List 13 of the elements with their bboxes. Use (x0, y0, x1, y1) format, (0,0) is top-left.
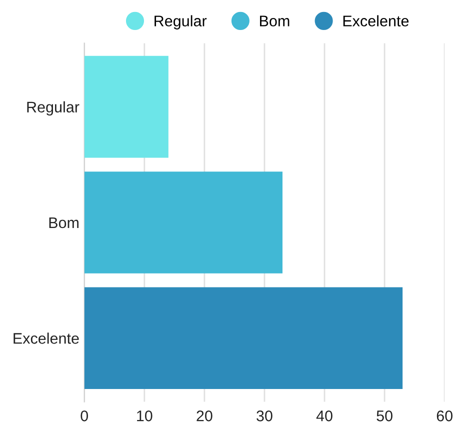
x-tick-label: 0 (80, 410, 88, 422)
y-tick-label: Excelente (14, 332, 79, 344)
legend-label: Regular (154, 15, 207, 30)
x-tick-label: 30 (256, 410, 272, 422)
legend-label: Bom (260, 16, 290, 26)
y-tick-label: Bom (49, 218, 78, 228)
x-tick-label: 40 (316, 410, 332, 422)
x-tick-label: 60 (436, 410, 452, 422)
x-tick-label: 50 (376, 410, 392, 422)
legend-label: Excelente (343, 15, 409, 26)
y-tick-label: Regular (27, 101, 80, 116)
x-tick-label: 10 (137, 410, 152, 422)
x-tick-label: 20 (196, 410, 212, 422)
